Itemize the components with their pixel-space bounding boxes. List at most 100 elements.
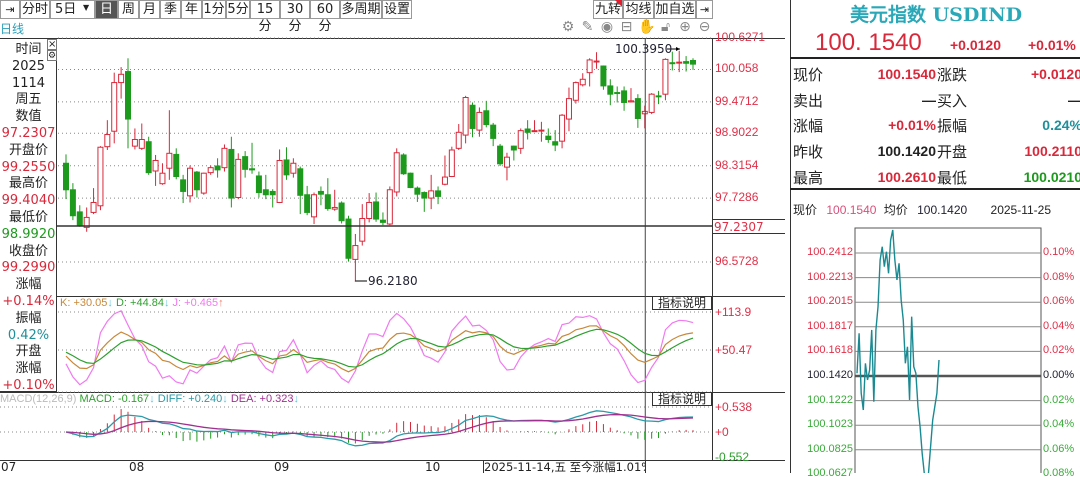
price-tick: 99.4712 — [715, 93, 759, 108]
lock-icon[interactable]: 🔓︎ — [660, 19, 671, 35]
collapse-icon[interactable]: ⇥ — [0, 0, 20, 19]
candle — [669, 51, 676, 71]
candle-body — [490, 124, 497, 139]
candle — [214, 158, 221, 178]
toolbar-button-1[interactable]: 均线 — [623, 0, 654, 19]
candle — [304, 185, 311, 216]
eye-icon[interactable]: ◉ — [600, 19, 614, 35]
candle — [469, 102, 476, 138]
period-3[interactable]: 周 — [118, 0, 139, 19]
expand-icon[interactable]: ⇥ — [696, 0, 713, 19]
price-tick: 98.3154 — [715, 157, 759, 172]
candle-body — [249, 168, 256, 171]
candle — [262, 174, 269, 200]
candle — [311, 192, 318, 225]
candle — [283, 147, 290, 180]
mini-date: 2025-11-25 — [990, 203, 1052, 217]
quote-change: +0.0120 — [950, 37, 1001, 53]
candle-body — [421, 192, 428, 199]
candle — [200, 172, 207, 195]
candle — [559, 114, 566, 149]
k-value: K: +30.05 — [60, 297, 108, 309]
period-2[interactable]: 日 — [95, 0, 118, 19]
kline-chart[interactable] — [0, 0, 785, 473]
quote-label: 买入 — [937, 91, 968, 110]
candle-body — [221, 147, 228, 169]
candle-body — [600, 65, 607, 87]
candle — [455, 124, 462, 150]
candle-body — [83, 216, 90, 228]
kdj-help-button[interactable]: 指标说明 — [652, 296, 712, 310]
intraday-price-line — [856, 229, 940, 473]
period-10[interactable]: 30分 — [280, 0, 310, 34]
period-5[interactable]: 季 — [160, 0, 181, 19]
quote-value: — — [922, 91, 936, 108]
candle — [683, 56, 690, 72]
quote-label: 涨幅 — [793, 117, 824, 136]
toolbar-button-2[interactable]: 加自选 — [654, 0, 696, 19]
intraday-chart[interactable] — [790, 225, 1080, 473]
candle — [152, 154, 159, 186]
candle-body — [242, 156, 249, 170]
period-8[interactable]: 5分 — [226, 0, 250, 19]
quote-table — [790, 57, 1080, 190]
info-item: 最低价 — [8, 210, 48, 225]
period-11[interactable]: 60分 — [310, 0, 340, 34]
candle-body — [517, 130, 524, 149]
candle — [428, 174, 435, 210]
k-line — [65, 325, 694, 373]
info-item: 0.42% — [7, 327, 50, 343]
period-6[interactable]: 年 — [181, 0, 202, 19]
period-4[interactable]: 月 — [139, 0, 160, 19]
mini-avg: 100.1420 — [917, 203, 968, 217]
candle-body — [276, 159, 283, 203]
pen-icon[interactable]: ✎ — [581, 19, 594, 35]
intraday-price-tick: 100.2213 — [807, 270, 853, 283]
candle-body — [97, 146, 104, 207]
info-item: 数值 — [15, 109, 42, 125]
candle — [317, 186, 324, 206]
candle-body — [187, 167, 194, 197]
intraday-price-tick: 100.0627 — [807, 467, 853, 479]
candle — [552, 130, 559, 152]
candle-body — [579, 78, 586, 86]
close-icon[interactable]: × — [47, 39, 57, 50]
info-item: +0.14% — [2, 294, 55, 309]
candle-body — [572, 82, 579, 101]
period-9[interactable]: 15分 — [250, 0, 280, 34]
candle-body — [414, 187, 421, 195]
zoom-out-icon[interactable]: ⊖ — [698, 19, 711, 35]
zoom-in-icon[interactable]: ⊕ — [679, 19, 691, 35]
candle-body — [200, 172, 207, 194]
toolbox-icon[interactable]: ⊟ — [620, 19, 633, 35]
candle — [159, 163, 166, 185]
candle — [379, 212, 386, 226]
price-tick: 100.6271 — [715, 30, 766, 44]
candle-body — [386, 189, 393, 225]
gear-icon[interactable]: ⚙ — [561, 19, 575, 35]
candle — [497, 143, 504, 167]
candle — [490, 122, 497, 147]
candle-body — [297, 168, 304, 196]
dea-line — [65, 413, 694, 443]
candle-body — [379, 219, 386, 223]
macd-tick: +0 — [715, 425, 729, 439]
period-1[interactable]: 5日 — [50, 0, 95, 19]
period-12[interactable]: 多周期 — [340, 0, 382, 19]
gear-icon[interactable]: ⚙ — [47, 50, 57, 61]
hand-icon[interactable]: ✋ — [638, 19, 656, 35]
dea-value: DEA: +0.323 — [230, 393, 294, 405]
period-13[interactable]: 设置 — [382, 0, 412, 19]
candle — [345, 215, 352, 262]
candle-body — [393, 152, 400, 193]
period-0[interactable]: 分时 — [20, 0, 50, 19]
month-label: 08 — [129, 460, 145, 474]
macd-help-button[interactable]: 指标说明 — [652, 392, 712, 406]
intraday-pct-tick: 0.00% — [1043, 369, 1075, 381]
period-7[interactable]: 1分 — [202, 0, 226, 19]
candle — [524, 120, 531, 140]
chevron-down-icon[interactable]: ▼ — [83, 3, 90, 12]
mini-header: 现价 100.1540 均价 100.1420 2025-11-25 — [793, 201, 1051, 218]
candle-body — [407, 172, 414, 189]
candle-body — [90, 201, 97, 213]
